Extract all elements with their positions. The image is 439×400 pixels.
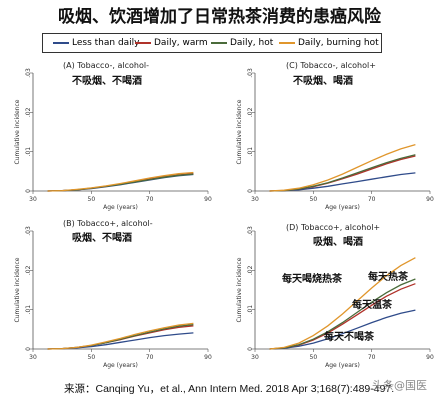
panel-c-x-tick-label: 30 — [251, 196, 259, 203]
legend: Less than daily Daily, warm Daily, hot D… — [42, 33, 382, 53]
panel-c-series-daily-burning-hot — [269, 143, 416, 192]
panel-d-series-less-than-daily — [269, 309, 416, 350]
panel-d-y-tick-label: 0 — [247, 347, 254, 351]
panel-c-subtitle: 不吸烟、喝酒 — [293, 74, 353, 87]
panel-c-x-tick-label: 70 — [368, 196, 376, 203]
panel-d-subtitle: 吸烟、喝酒 — [313, 235, 363, 248]
panel-d-x-tick-label: 50 — [310, 354, 318, 361]
panel-c-title: (C) Tobacco-, alcohol+ — [286, 61, 376, 70]
panel-c-y-tick-label: 0 — [247, 189, 254, 193]
panel-c-y-tick-label: .02 — [247, 107, 254, 117]
panel-c-x-tick-label: 90 — [426, 196, 434, 203]
panel-b-x-tick-label: 30 — [29, 354, 37, 361]
legend-swatch — [53, 41, 69, 44]
panel-b-x-tick-label: 50 — [88, 354, 96, 361]
legend-label: Less than daily — [72, 38, 140, 48]
legend-swatch — [279, 41, 295, 44]
panel-a-x-tick-label: 50 — [88, 196, 96, 203]
panel-b-y-tick-label: 0 — [25, 347, 32, 351]
panel-b-x-tick-label: 90 — [204, 354, 212, 361]
panel-d-annotation: 每天温茶 — [352, 298, 393, 311]
panel-b-y-tick-label: .01 — [25, 305, 32, 315]
panel-a-x-axis-title: Age (years) — [103, 204, 138, 211]
panel-b-title: (B) Tobacco+, alcohol- — [63, 219, 153, 228]
legend-item-less-than-daily: Less than daily — [53, 38, 140, 48]
panel-a-x-tick-label: 90 — [204, 196, 212, 203]
panel-d-x-tick-label: 90 — [426, 354, 434, 361]
panel-d-x-axis-title: Age (years) — [325, 362, 360, 369]
panel-d-annotation: 每天热茶 — [368, 270, 409, 283]
panel-d-title: (D) Tobacco+, alcohol+ — [286, 223, 380, 232]
legend-item-daily-hot: Daily, hot — [211, 38, 273, 48]
panel-d-x-tick-label: 70 — [368, 354, 376, 361]
panel-b-y-axis-title: Cumulative incidence — [14, 257, 21, 322]
panel-d-x-tick-label: 30 — [251, 354, 259, 361]
panel-c-series-daily-hot — [269, 154, 416, 192]
legend-item-daily-burning-hot: Daily, burning hot — [279, 38, 379, 48]
legend-item-daily-warm: Daily, warm — [135, 38, 208, 48]
panel-b-y-tick-label: .02 — [25, 265, 32, 275]
panel-d-y-axis-title: Cumulative incidence — [236, 257, 243, 322]
legend-label: Daily, burning hot — [298, 38, 379, 48]
panel-d-annotation: 每天喝烧热茶 — [282, 272, 343, 285]
panel-a-x-tick-label: 70 — [146, 196, 154, 203]
panel-c-x-axis-title: Age (years) — [325, 204, 360, 211]
source-citation: 来源：Canqing Yu，et al., Ann Intern Med. 20… — [64, 383, 395, 395]
legend-swatch — [211, 41, 227, 44]
panel-a-y-tick-label: .03 — [25, 68, 32, 78]
legend-swatch — [135, 41, 151, 44]
panel-d-y-tick-label: .03 — [247, 226, 254, 236]
panel-a-x-tick-label: 30 — [29, 196, 37, 203]
panel-d-y-tick-label: .01 — [247, 305, 254, 315]
legend-label: Daily, hot — [230, 38, 274, 48]
watermark: 头条@国医 — [372, 379, 427, 392]
panel-a-y-tick-label: 0 — [25, 189, 32, 193]
legend-label: Daily, warm — [154, 38, 208, 48]
panel-a-series-daily-hot — [47, 173, 194, 192]
panel-c-y-tick-label: .01 — [247, 147, 254, 157]
panel-a-series-daily-burning-hot — [47, 171, 194, 192]
panel-b-series-daily-warm — [47, 325, 194, 350]
panel-b-x-tick-label: 70 — [146, 354, 154, 361]
panel-a-y-axis-title: Cumulative incidence — [14, 99, 21, 164]
panel-a-y-tick-label: .02 — [25, 107, 32, 117]
panel-b-subtitle: 吸烟、不喝酒 — [72, 231, 132, 244]
panel-d-series-daily-burning-hot — [269, 257, 416, 350]
panel-a-subtitle: 不吸烟、不喝酒 — [72, 74, 142, 87]
panel-c-y-tick-label: .03 — [247, 68, 254, 78]
panel-b-series-daily-burning-hot — [47, 322, 194, 350]
figure-title: 吸烟、饮酒增加了日常热茶消费的患癌风险 — [58, 7, 381, 27]
panel-c-series-less-than-daily — [269, 172, 416, 192]
panel-a-series-less-than-daily — [47, 173, 194, 192]
panel-d-series-daily-hot — [269, 278, 416, 350]
panel-a-title: (A) Tobacco-, alcohol- — [63, 61, 149, 70]
panel-d-y-tick-label: .02 — [247, 265, 254, 275]
panel-c-x-tick-label: 50 — [310, 196, 318, 203]
panel-b-series-less-than-daily — [47, 332, 194, 350]
panel-d-annotation: 每天不喝茶 — [324, 330, 375, 343]
panel-c-y-axis-title: Cumulative incidence — [236, 99, 243, 164]
panel-a-y-tick-label: .01 — [25, 147, 32, 157]
panel-b-y-tick-label: .03 — [25, 226, 32, 236]
panel-b-x-axis-title: Age (years) — [103, 362, 138, 369]
